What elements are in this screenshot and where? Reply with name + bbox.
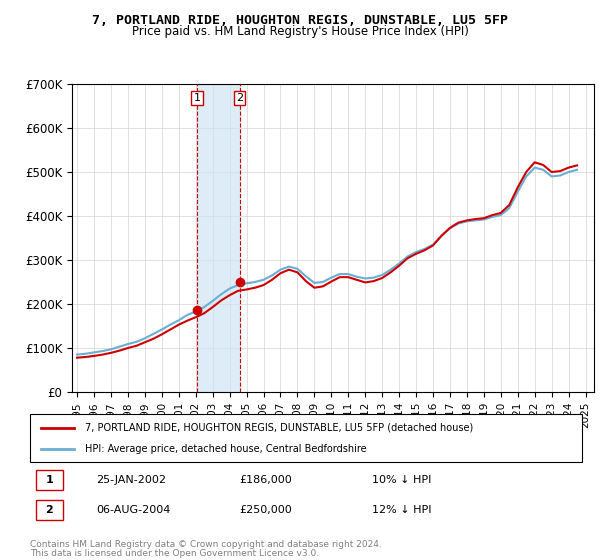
Text: Contains HM Land Registry data © Crown copyright and database right 2024.: Contains HM Land Registry data © Crown c… <box>30 540 382 549</box>
Bar <box>197 84 239 392</box>
Text: Price paid vs. HM Land Registry's House Price Index (HPI): Price paid vs. HM Land Registry's House … <box>131 25 469 38</box>
Text: 1: 1 <box>46 474 53 484</box>
FancyBboxPatch shape <box>30 414 582 462</box>
Text: £186,000: £186,000 <box>240 474 293 484</box>
Text: 2: 2 <box>236 93 243 103</box>
Text: 7, PORTLAND RIDE, HOUGHTON REGIS, DUNSTABLE, LU5 5FP (detached house): 7, PORTLAND RIDE, HOUGHTON REGIS, DUNSTA… <box>85 423 473 433</box>
Text: 25-JAN-2002: 25-JAN-2002 <box>96 474 166 484</box>
Text: 2: 2 <box>46 505 53 515</box>
Text: 12% ↓ HPI: 12% ↓ HPI <box>372 505 432 515</box>
Text: 10% ↓ HPI: 10% ↓ HPI <box>372 474 431 484</box>
Text: 7, PORTLAND RIDE, HOUGHTON REGIS, DUNSTABLE, LU5 5FP: 7, PORTLAND RIDE, HOUGHTON REGIS, DUNSTA… <box>92 14 508 27</box>
FancyBboxPatch shape <box>35 469 63 489</box>
Text: HPI: Average price, detached house, Central Bedfordshire: HPI: Average price, detached house, Cent… <box>85 444 367 454</box>
Text: £250,000: £250,000 <box>240 505 293 515</box>
Text: 06-AUG-2004: 06-AUG-2004 <box>96 505 170 515</box>
FancyBboxPatch shape <box>35 500 63 520</box>
Text: This data is licensed under the Open Government Licence v3.0.: This data is licensed under the Open Gov… <box>30 549 319 558</box>
Text: 1: 1 <box>193 93 200 103</box>
